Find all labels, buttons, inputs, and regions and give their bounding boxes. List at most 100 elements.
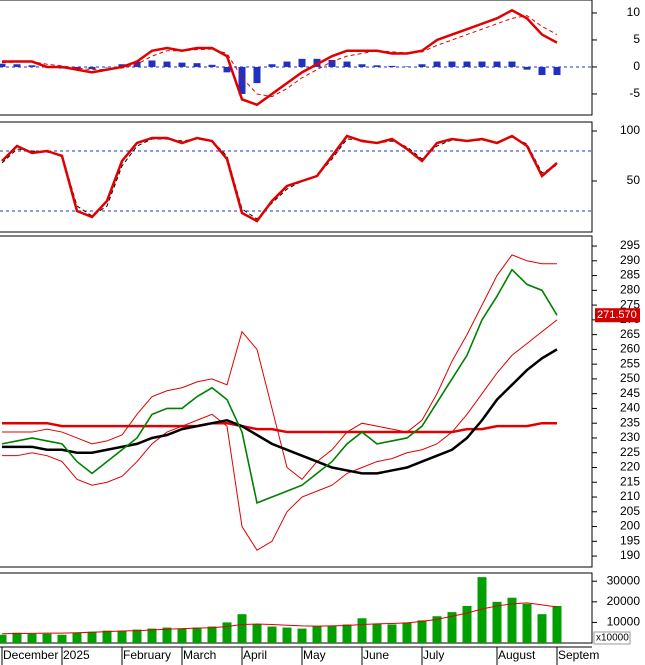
bar bbox=[358, 64, 366, 67]
bar bbox=[252, 624, 262, 643]
bar bbox=[87, 631, 97, 643]
bar bbox=[432, 616, 442, 643]
y-tick-label: 190 bbox=[620, 548, 640, 562]
y-tick-label: 210 bbox=[620, 489, 640, 503]
bar bbox=[328, 59, 336, 67]
y-tick-label: 100 bbox=[620, 123, 640, 137]
bar bbox=[478, 61, 486, 67]
bar bbox=[552, 605, 562, 643]
bar bbox=[193, 63, 201, 67]
bar bbox=[433, 61, 441, 67]
bar bbox=[522, 603, 532, 643]
y-tick-label: 195 bbox=[620, 533, 640, 547]
bar bbox=[102, 630, 112, 643]
y-tick-label: 0 bbox=[633, 59, 640, 73]
series-line bbox=[1, 268, 558, 505]
bar bbox=[537, 614, 547, 643]
bar bbox=[523, 66, 531, 70]
bar bbox=[418, 64, 426, 67]
y-tick-label: 220 bbox=[620, 460, 640, 474]
bar bbox=[388, 65, 396, 67]
bar bbox=[27, 633, 37, 643]
bar bbox=[117, 630, 127, 643]
bar bbox=[357, 618, 367, 643]
series-line bbox=[1, 602, 558, 635]
y-tick-label: 235 bbox=[620, 415, 640, 429]
y-tick-label: 275 bbox=[620, 297, 640, 311]
x-tick-label: February bbox=[123, 648, 171, 662]
bar bbox=[237, 614, 247, 643]
x-tick-label: December bbox=[3, 648, 58, 662]
series-line bbox=[2, 8, 558, 107]
y-tick-label: 200 bbox=[620, 519, 640, 533]
bar bbox=[297, 628, 307, 643]
bar bbox=[402, 622, 412, 643]
y-tick-label: 285 bbox=[620, 268, 640, 282]
last-price-box bbox=[595, 308, 640, 323]
bar bbox=[162, 627, 172, 643]
bar bbox=[0, 63, 6, 67]
unit-label: x10000 bbox=[596, 633, 629, 644]
bar bbox=[403, 66, 411, 67]
x-tick-label: July bbox=[423, 648, 444, 662]
x-tick-label: June bbox=[363, 648, 389, 662]
y-tick-label: 230 bbox=[620, 430, 640, 444]
bar bbox=[12, 632, 22, 643]
x-tick-label: March bbox=[183, 648, 216, 662]
y-tick-label: 50 bbox=[627, 173, 641, 187]
unit-box bbox=[593, 631, 631, 645]
bar bbox=[327, 625, 337, 643]
panel-frame bbox=[0, 0, 593, 116]
panel-frame bbox=[0, 235, 593, 568]
bar bbox=[508, 61, 516, 67]
y-tick-label: 255 bbox=[620, 356, 640, 370]
y-tick-label: 205 bbox=[620, 504, 640, 518]
bar bbox=[462, 605, 472, 643]
bar bbox=[387, 624, 397, 643]
y-tick-label: 290 bbox=[620, 253, 640, 267]
bar bbox=[0, 634, 7, 643]
bar bbox=[343, 61, 351, 67]
bar bbox=[222, 622, 232, 643]
y-tick-label: -5 bbox=[629, 86, 640, 100]
series-line bbox=[2, 348, 558, 475]
bar bbox=[28, 65, 36, 67]
bar bbox=[223, 66, 231, 73]
y-tick-label: 240 bbox=[620, 401, 640, 415]
series-line bbox=[1, 134, 558, 223]
bar bbox=[147, 628, 157, 643]
series-line bbox=[2, 254, 557, 480]
y-tick-label: 30000 bbox=[607, 573, 641, 587]
x-tick-label: Septem bbox=[558, 648, 599, 662]
y-tick-label: 5 bbox=[633, 32, 640, 46]
bar bbox=[57, 634, 67, 643]
bar bbox=[507, 597, 517, 643]
bar bbox=[148, 60, 156, 67]
bar bbox=[88, 66, 96, 70]
bar bbox=[178, 62, 186, 67]
y-tick-label: 280 bbox=[620, 283, 640, 297]
y-tick-label: 20000 bbox=[607, 594, 641, 608]
bar bbox=[103, 66, 111, 68]
y-tick-label: 265 bbox=[620, 327, 640, 341]
bar bbox=[177, 628, 187, 643]
bar bbox=[132, 629, 142, 643]
bar bbox=[267, 626, 277, 643]
series-line bbox=[1, 136, 558, 220]
bar bbox=[447, 612, 457, 643]
bar bbox=[208, 64, 216, 67]
bar bbox=[282, 627, 292, 643]
bar bbox=[207, 626, 217, 643]
bar bbox=[492, 601, 502, 643]
bar bbox=[283, 61, 291, 67]
bar bbox=[253, 66, 261, 84]
y-tick-label: 10 bbox=[627, 5, 641, 19]
bar bbox=[342, 624, 352, 643]
bar bbox=[298, 58, 306, 67]
bar bbox=[13, 64, 21, 67]
x-tick-label: August bbox=[498, 648, 536, 662]
last-price-label: 271.570 bbox=[597, 309, 637, 321]
bar bbox=[553, 66, 561, 76]
bar bbox=[493, 61, 501, 67]
